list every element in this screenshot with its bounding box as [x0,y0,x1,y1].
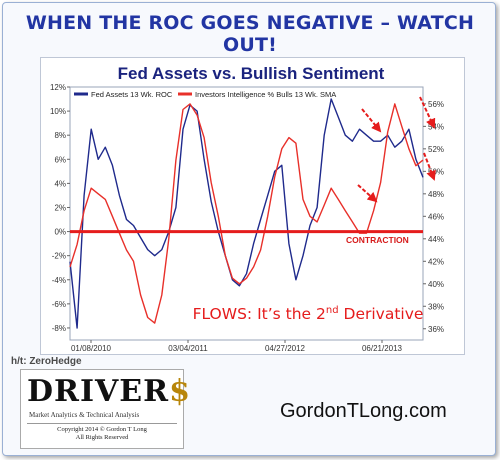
right-tick-label: 38% [428,302,444,311]
trend-arrows [357,96,436,203]
legend: Fed Assets 13 Wk. ROC Investors Intellige… [74,90,336,99]
right-tick-label: 54% [428,122,444,131]
contraction-label: CONTRACTION [346,235,409,245]
left-tick-label: 6% [54,155,66,164]
plot-frame [69,86,424,341]
flows-annotation: FLOWS: It’s the 2nd Derivative [193,305,424,323]
drivers-logo: DRIVER$ Market Analytics & Technical Ana… [20,369,190,449]
left-tick-label: 12% [50,83,66,92]
left-tick-label: 4% [54,179,66,188]
x-axis: 01/08/2010 03/04/2011 04/27/2012 06/21/2013 [71,340,403,353]
x-tick-label: 04/27/2012 [265,344,306,353]
arrow-fed-down [361,108,382,133]
legend-label-1: Investors Intelligence % Bulls 13 Wk. SM… [195,90,336,99]
legend-label-0: Fed Assets 13 Wk. ROC [91,90,173,99]
x-tick-label: 06/21/2013 [362,344,403,353]
arrow-sentiment-mid [357,184,378,203]
left-tick-label: -2% [52,252,66,261]
arrow-fed-right [423,152,436,181]
logo-tagline: Market Analytics & Technical Analysis [29,411,140,419]
right-tick-label: 46% [428,212,444,221]
right-tick-label: 48% [428,190,444,199]
website-link[interactable]: GordonTLong.com [280,400,447,422]
x-tick-label: 01/08/2010 [71,344,112,353]
series-line-0 [69,98,424,329]
left-tick-label: 0% [54,228,66,237]
right-tick-label: 36% [428,325,444,334]
chart-title: Fed Assets vs. Bullish Sentiment [118,64,385,83]
arrow-sentiment-right [419,96,436,129]
right-tick-label: 40% [428,280,444,289]
series-line-1 [69,103,424,324]
left-tick-label: 10% [50,107,66,116]
left-tick-label: -4% [52,276,66,285]
x-tick-label: 03/04/2011 [168,344,208,353]
left-tick-label: 2% [54,203,66,212]
logo-copyright: Copyright 2014 © Gordon T Long All Rights… [27,423,177,442]
series-layer [69,98,424,329]
grid [69,86,424,341]
right-axis: 56% 54% 52% 50% 48% 46% 44% 42% 40% 38% 36% [423,100,444,334]
left-tick-label: -8% [52,324,66,333]
headline: WHEN THE ROC GOES NEGATIVE – WATCH OUT! [25,12,475,56]
right-tick-label: 42% [428,257,444,266]
left-axis: 12% 10% 8% 6% 4% 2% 0% -2% -4% -6% -8% [50,83,70,333]
chart: Fed Assets vs. Bullish Sentiment Fed Ass… [50,64,444,353]
right-tick-label: 52% [428,145,444,154]
left-tick-label: 8% [54,131,66,140]
credit-text: h/t: ZeroHedge [11,356,82,367]
left-tick-label: -6% [52,300,66,309]
right-tick-label: 56% [428,100,444,109]
right-tick-label: 50% [428,167,444,176]
right-tick-label: 44% [428,235,444,244]
logo-wordmark: DRIVER$ [27,374,191,409]
